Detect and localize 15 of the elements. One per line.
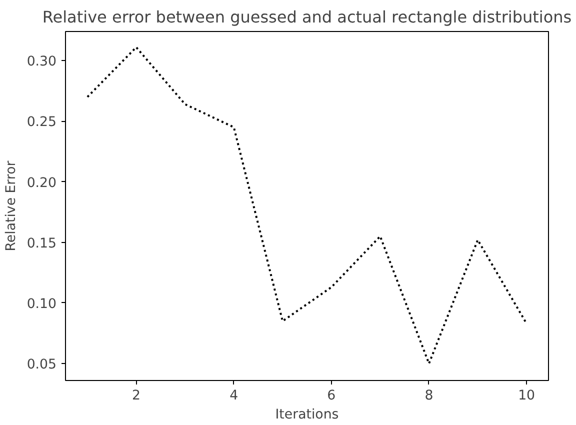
- line-series: [86, 46, 528, 365]
- y-tick-label: 0.30: [26, 54, 57, 70]
- y-tick-label: 0.25: [26, 115, 57, 130]
- x-tick-label: 4: [230, 388, 238, 404]
- x-tick-label: 6: [327, 388, 336, 404]
- y-tick-label: 0.05: [26, 358, 57, 373]
- x-tick-label: 10: [518, 388, 536, 404]
- chart-title: Relative error between guessed and actual rectangle distributions: [42, 8, 572, 26]
- y-tick-label: 0.10: [26, 296, 57, 312]
- y-tick-label: 0.20: [26, 176, 57, 191]
- y-axis-title: Relative Error: [4, 160, 19, 252]
- x-tick-label: 2: [132, 388, 140, 404]
- x-tick-label: 8: [424, 388, 434, 404]
- x-axis-title: Iterations: [275, 408, 339, 422]
- y-tick-label: 0.15: [26, 236, 57, 252]
